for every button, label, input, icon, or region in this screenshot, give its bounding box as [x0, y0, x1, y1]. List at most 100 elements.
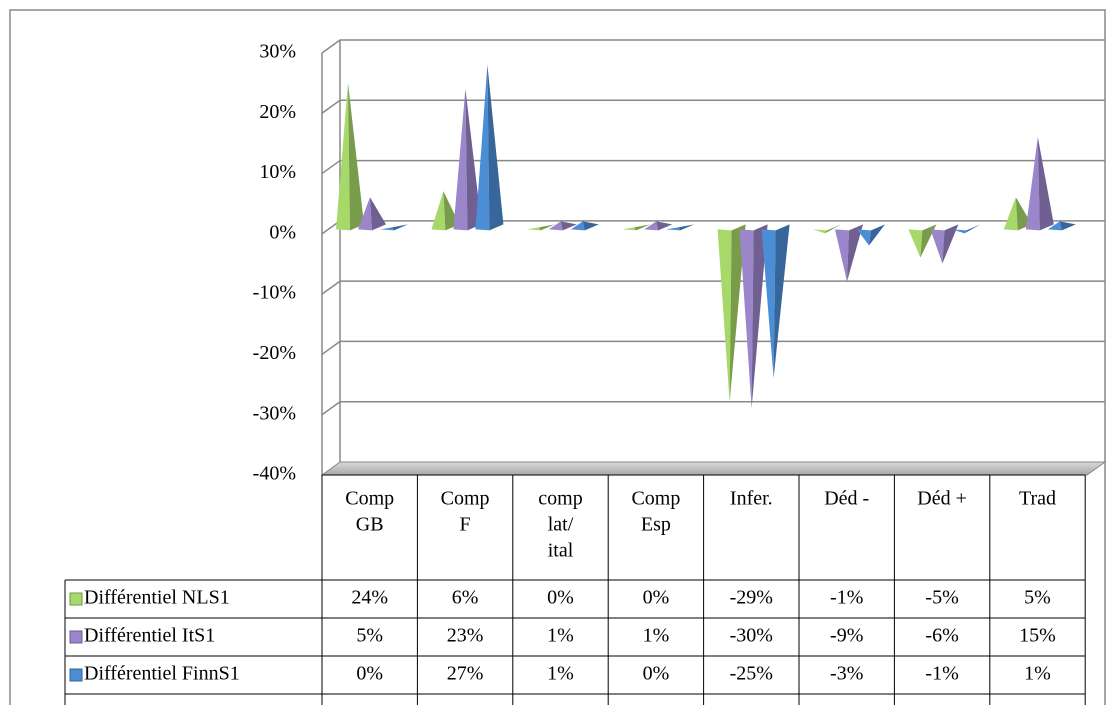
pyramid: [717, 224, 746, 403]
pyramid: [380, 224, 408, 231]
pyramid: [570, 221, 599, 231]
pyramid-side: [869, 224, 885, 246]
pyramid: [548, 221, 577, 231]
pyramid-side: [751, 224, 768, 409]
table-value: 0%: [547, 587, 574, 609]
pyramid: [761, 224, 790, 379]
pyramid-side: [847, 224, 863, 282]
pyramid: [475, 64, 504, 231]
pyramid: [930, 224, 959, 264]
x-category-label: Esp: [641, 514, 671, 536]
pyramid-side: [560, 221, 577, 231]
pyramid: [526, 224, 555, 231]
table-value: 1%: [643, 625, 670, 647]
table-value: -1%: [925, 663, 958, 685]
table-value: -5%: [925, 587, 958, 609]
pyramid-face: [1003, 197, 1018, 231]
table-value: -6%: [925, 625, 958, 647]
pyramid-side: [634, 224, 651, 231]
pyramid-face: [644, 221, 659, 231]
pyramid-side: [656, 221, 673, 231]
pyramid-face: [475, 64, 490, 231]
grid-line: [321, 340, 1105, 356]
x-category-label: F: [460, 514, 471, 536]
pyramid-side: [942, 224, 959, 264]
pyramid-side: [729, 224, 746, 403]
x-category-label: Comp: [345, 488, 394, 510]
legend-swatch: [69, 668, 83, 682]
grid-line: [321, 280, 1105, 295]
legend-label: Différentiel NLS1: [84, 587, 230, 609]
pyramid-side: [1037, 136, 1054, 231]
table-value: 1%: [547, 625, 574, 647]
table-value: 0%: [356, 663, 383, 685]
pyramid-face: [453, 88, 468, 231]
pyramid-side: [465, 88, 482, 231]
pyramid: [1025, 136, 1054, 231]
table-value: 1%: [1024, 663, 1051, 685]
grid-line: [321, 99, 1105, 114]
pyramid-face: [1025, 136, 1040, 231]
pyramid-face: [548, 221, 563, 231]
x-category-label: comp: [538, 488, 582, 510]
x-category-label: Comp: [631, 488, 680, 510]
pyramid-side: [348, 82, 364, 231]
table-value: 1%: [547, 663, 574, 685]
pyramid: [666, 224, 695, 231]
pyramid-side: [538, 224, 555, 231]
y-tick-label: -40%: [253, 463, 296, 485]
pyramid: [908, 224, 937, 258]
x-category-label: lat/: [548, 514, 574, 536]
table-value: 15%: [1019, 625, 1056, 647]
pyramid: [813, 224, 841, 234]
x-category-label: Trad: [1019, 488, 1056, 510]
pyramid: [1047, 221, 1076, 231]
pyramid: [739, 224, 768, 409]
x-category-label: GB: [356, 514, 384, 536]
pyramid-side: [582, 221, 599, 231]
pyramid-face: [717, 229, 732, 403]
pyramid: [952, 224, 981, 234]
pyramid: [857, 224, 885, 246]
pyramid-face: [857, 229, 871, 246]
legend-swatch: [69, 592, 83, 606]
pyramid-face: [358, 197, 372, 231]
pyramid-side: [1059, 221, 1076, 231]
pyramid-face: [666, 227, 681, 231]
y-tick-label: -30%: [253, 402, 296, 424]
table-value: 27%: [447, 663, 484, 685]
table-value: 0%: [643, 663, 670, 685]
pyramid-face: [930, 229, 945, 264]
pyramid-face: [1047, 221, 1062, 231]
y-tick-label: 30%: [259, 41, 296, 63]
pyramid: [644, 221, 673, 231]
grid-line: [321, 159, 1105, 175]
pyramid-face: [761, 229, 776, 379]
pyramid-face: [739, 229, 754, 409]
pyramid-face: [622, 227, 637, 231]
pyramid: [358, 197, 386, 231]
table-value: -9%: [830, 625, 863, 647]
pyramid-face: [570, 221, 585, 231]
pyramid: [453, 88, 482, 231]
pyramid-face: [431, 191, 446, 231]
pyramid-side: [678, 224, 695, 231]
table-value: 24%: [351, 587, 388, 609]
floor: [320, 461, 1107, 476]
table-value: 0%: [643, 587, 670, 609]
chart-border: [9, 9, 1106, 705]
x-category-label: ital: [548, 540, 574, 562]
y-tick-label: 0%: [269, 221, 296, 243]
x-category-label: Déd +: [917, 488, 967, 510]
pyramid-side: [773, 224, 790, 379]
pyramid: [835, 224, 863, 282]
table-value: -3%: [830, 663, 863, 685]
pyramid-side: [370, 197, 386, 231]
table-value: 23%: [447, 625, 484, 647]
table-value: 5%: [1024, 587, 1051, 609]
pyramid-face: [908, 229, 923, 258]
pyramid: [622, 224, 651, 231]
table-value: -29%: [730, 587, 773, 609]
y-tick-label: 20%: [259, 101, 296, 123]
